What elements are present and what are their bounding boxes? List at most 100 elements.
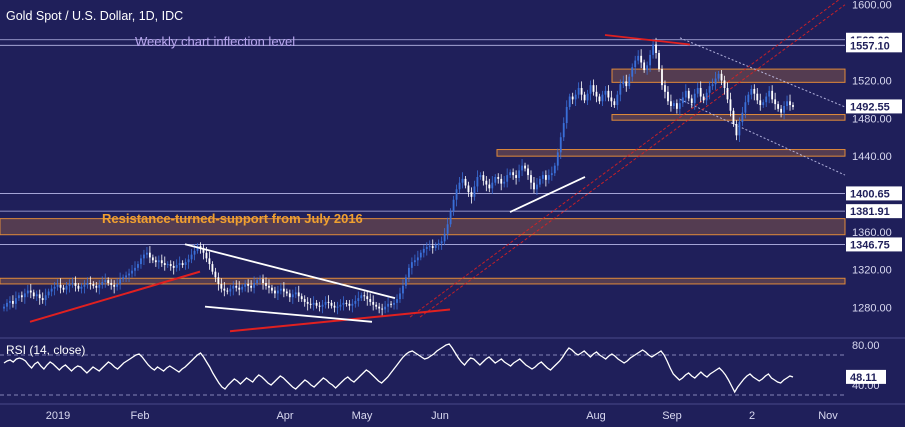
candle xyxy=(410,257,413,275)
candle xyxy=(714,71,717,90)
candle xyxy=(268,279,270,294)
candle xyxy=(74,276,77,292)
candle xyxy=(77,282,80,292)
trend-line xyxy=(184,243,396,300)
candle xyxy=(461,172,464,189)
candle xyxy=(509,169,512,178)
candle xyxy=(241,283,244,293)
candle xyxy=(789,94,791,111)
candle xyxy=(110,279,113,290)
y-tick-label: 1520.00 xyxy=(852,75,892,87)
candle xyxy=(119,272,122,290)
candle xyxy=(318,301,321,312)
candle xyxy=(402,279,404,300)
candle xyxy=(125,271,127,283)
svg-text:1557.10: 1557.10 xyxy=(850,40,890,52)
price-level-label: 1492.55 xyxy=(846,99,902,114)
price-level-label: 1400.65 xyxy=(846,186,902,201)
candle xyxy=(631,63,634,82)
candle xyxy=(491,176,494,195)
candle xyxy=(211,261,214,275)
candle xyxy=(330,300,333,309)
candle xyxy=(747,91,750,106)
candle xyxy=(306,297,309,311)
rsi-current-label: 48.11 xyxy=(846,369,886,384)
candle xyxy=(533,176,535,194)
candle xyxy=(53,282,56,296)
candle xyxy=(536,177,538,195)
candle xyxy=(235,280,238,292)
y-tick-label: 1600.00 xyxy=(852,0,892,12)
candle xyxy=(711,78,714,90)
candle xyxy=(297,285,300,302)
candle xyxy=(482,171,485,186)
candle xyxy=(783,101,785,120)
candle xyxy=(732,107,735,127)
candle xyxy=(366,291,369,306)
candle xyxy=(253,276,256,294)
candle xyxy=(405,274,407,289)
candle xyxy=(288,289,291,302)
candle xyxy=(473,180,476,201)
candle xyxy=(169,260,172,271)
candle xyxy=(717,70,720,82)
candle xyxy=(518,164,521,182)
candle xyxy=(140,254,142,269)
candle xyxy=(47,288,50,299)
candle xyxy=(285,288,288,297)
candle xyxy=(550,166,553,181)
candle xyxy=(345,300,348,307)
candle xyxy=(148,246,151,264)
support-band xyxy=(496,149,846,157)
rsi-label: RSI (14, close) xyxy=(6,343,85,357)
candle xyxy=(35,290,38,301)
candle xyxy=(208,251,211,270)
candle xyxy=(369,293,372,306)
candle xyxy=(274,286,276,299)
candle xyxy=(128,268,130,283)
candle xyxy=(321,300,324,314)
candle xyxy=(681,91,684,107)
candle xyxy=(744,95,747,119)
candle xyxy=(80,282,83,294)
annotation-resistance-support: Resistance-turned-support from July 2016 xyxy=(102,211,363,226)
candle xyxy=(294,286,297,299)
candle xyxy=(247,279,250,293)
candle xyxy=(178,256,181,271)
candle xyxy=(556,148,559,171)
candle xyxy=(643,59,646,73)
candle xyxy=(387,297,389,313)
candle xyxy=(607,85,610,102)
candle xyxy=(628,73,631,89)
candle xyxy=(780,105,783,118)
candle xyxy=(163,256,166,271)
candle xyxy=(50,284,53,297)
candle xyxy=(589,80,592,101)
candle xyxy=(693,88,696,110)
support-band xyxy=(611,114,846,121)
candle xyxy=(467,181,470,197)
candle xyxy=(479,172,482,180)
candle xyxy=(244,280,247,292)
candle xyxy=(723,75,726,95)
candle xyxy=(616,90,619,110)
rsi-line xyxy=(3,343,794,394)
x-tick-label: Sep xyxy=(662,410,682,422)
candle xyxy=(59,278,62,294)
candle xyxy=(437,239,440,250)
candle xyxy=(372,295,375,311)
candle xyxy=(259,275,261,285)
price-levels xyxy=(0,39,845,245)
candle xyxy=(759,93,762,111)
candle xyxy=(583,91,586,104)
candle xyxy=(762,99,765,108)
candle xyxy=(217,272,220,291)
candle xyxy=(604,86,607,102)
candle xyxy=(309,298,312,309)
candle xyxy=(765,92,768,107)
candle xyxy=(65,282,68,295)
candle xyxy=(702,93,705,104)
candle xyxy=(553,162,556,177)
candle xyxy=(601,90,604,107)
